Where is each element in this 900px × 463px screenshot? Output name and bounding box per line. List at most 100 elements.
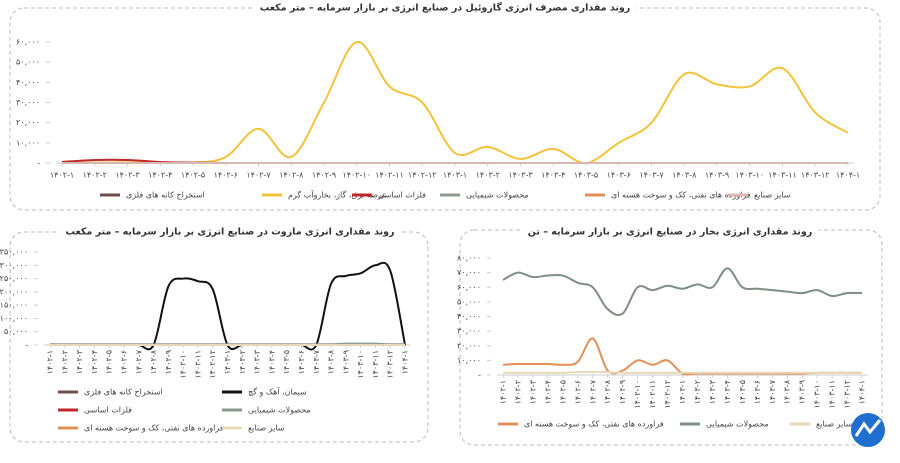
x-tick-label: ۱۴۰۳-۱۰: [735, 171, 764, 180]
legend-label: سایر صنایع: [754, 191, 791, 200]
x-tick-label: ۱۴۰۳-۱۱: [371, 350, 380, 379]
y-tick-label: ۴۰,۰۰۰: [16, 78, 40, 87]
y-tick-label: ۵۰,۰۰۰: [4, 327, 28, 336]
legend-label: عرضه برق، گاز، بخاروآب گرم: [288, 190, 387, 200]
y-tick-label: ۳۰,۰۰۰: [16, 98, 40, 107]
x-tick-label: ۱۴۰۳-۴: [723, 380, 732, 404]
panel: [9, 7, 881, 211]
chart-title: روند مقداری انرژی بخار در صنایع انرژی بر…: [528, 227, 812, 238]
x-tick-label: ۱۴۰۳-۱: [678, 380, 687, 404]
x-tick-label: ۱۴۰۲-۱: [50, 171, 74, 180]
x-tick-label: ۱۴۰۲-۶: [119, 350, 128, 374]
y-tick-label: ۸۰,۰۰۰: [457, 254, 481, 263]
x-tick-label: ۱۴۰۲-۱۱: [375, 171, 404, 180]
legend-label: سایر صنایع: [248, 424, 285, 433]
x-tick-label: ۱۴۰۲-۱: [46, 350, 55, 374]
x-tick-label: ۱۴۰۲-۱۲: [208, 350, 217, 379]
x-tick-label: ۱۴۰۲-۱۰: [633, 380, 642, 409]
x-tick-label: ۱۴۰۳-۵: [738, 380, 747, 404]
x-tick-label: ۱۴۰۲-۸: [279, 171, 304, 180]
legend-label: محصولات شیمیایی: [248, 406, 311, 415]
x-tick-label: ۱۴۰۲-۸: [149, 349, 158, 374]
x-tick-label: ۱۴۰۳-۳: [508, 171, 533, 180]
y-tick-label: ۳۰,۰۰۰: [457, 327, 481, 336]
y-tick-label: ۱۰,۰۰۰: [16, 138, 40, 147]
legend-label: فراورده های نفتی، کک و سوخت هسته ای: [524, 420, 664, 429]
title-background: [521, 226, 819, 238]
x-tick-label: ۱۴۰۲-۳: [528, 379, 537, 404]
y-tick-label: ۶۰,۰۰۰: [16, 38, 40, 47]
x-tick-label: ۱۴۰۳-۹: [798, 380, 807, 404]
x-tick-label: ۱۴۰۳-۸: [783, 379, 792, 404]
y-tick-label: -: [37, 159, 40, 168]
y-tick-label: ۲۰۰,۰۰۰: [0, 287, 28, 296]
legend-label: فلزات اساسی: [84, 406, 132, 415]
series-line: [502, 337, 862, 376]
series-line: [49, 261, 406, 351]
x-tick-label: ۱۴۰۲-۱۰: [342, 171, 371, 180]
x-tick-label: ۱۴۰۲-۱۱: [193, 350, 202, 379]
x-tick-label: ۱۴۰۲-۶: [573, 380, 582, 404]
x-tick-label: ۱۴۰۲-۲: [60, 350, 69, 374]
x-tick-label: ۱۴۰۲-۵: [105, 350, 114, 374]
series-line: [502, 267, 863, 317]
legend-label: سیمان، آهک و گچ: [248, 387, 307, 397]
y-tick-label: ۱۵۰,۰۰۰: [0, 301, 28, 310]
x-tick-label: ۱۴۰۲-۹: [618, 380, 627, 404]
y-tick-label: ۱۰,۰۰۰: [457, 356, 481, 365]
title-background: [59, 226, 401, 238]
x-tick-label: ۱۴۰۲-۴: [90, 350, 99, 374]
legend-label: سایر صنایع: [816, 420, 853, 429]
x-tick-label: ۱۴۰۲-۵: [181, 171, 205, 180]
y-tick-label: ۶۰,۰۰۰: [457, 283, 481, 292]
x-tick-label: ۱۴۰۳-۱۲: [801, 171, 830, 180]
x-tick-label: ۱۴۰۳-۶: [297, 350, 306, 374]
y-tick-label: ۴۰,۰۰۰: [457, 312, 481, 321]
x-tick-label: ۱۴۰۲-۷: [134, 349, 143, 374]
legend-label: محصولات شیمیایی: [466, 191, 529, 200]
x-tick-label: ۱۴۰۳-۲: [693, 380, 702, 404]
x-tick-label: ۱۴۰۳-۳: [708, 379, 717, 404]
y-tick-label: ۷۰,۰۰۰: [457, 268, 481, 277]
x-tick-label: ۱۴۰۲-۴: [148, 171, 172, 180]
x-tick-label: ۱۴۰۳-۷: [312, 349, 321, 374]
x-tick-label: ۱۴۰۳-۱۱: [768, 171, 797, 180]
x-tick-label: ۱۴۰۲-۹: [312, 171, 336, 180]
series-line: [503, 371, 862, 374]
x-tick-label: ۱۴۰۲-۱۰: [179, 350, 188, 379]
x-tick-label: ۱۴۰۳-۸: [327, 349, 336, 374]
x-tick-label: ۱۴۰۲-۶: [214, 171, 238, 180]
y-tick-label: ۲۰,۰۰۰: [16, 118, 40, 127]
legend-label: استخراج کانه های فلزی: [126, 191, 205, 200]
x-tick-label: ۱۴۰۲-۲: [83, 171, 107, 180]
x-tick-label: ۱۴۰۳-۵: [282, 350, 291, 374]
y-tick-label: ۲۵۰,۰۰۰: [0, 274, 28, 283]
legend-label: فراورده های نفتی، کک و سوخت هسته ای: [84, 424, 224, 433]
x-tick-label: ۱۴۰۴-۱: [836, 171, 860, 180]
y-tick-label: ۵۰,۰۰۰: [457, 297, 481, 306]
x-tick-label: ۱۴۰۳-۹: [341, 350, 350, 374]
x-tick-label: ۱۴۰۲-۲: [513, 380, 522, 404]
legend-label: فراورده های نفتی، کک و سوخت هسته ای: [611, 191, 751, 200]
legend-label: استخراج کانه های فلزی: [84, 388, 163, 397]
x-tick-label: ۱۴۰۲-۳: [75, 349, 84, 374]
x-tick-label: ۱۴۰۴-۱: [401, 350, 410, 374]
chart-title: روند مقداری مصرف انرژی گازوئیل در صنایع …: [260, 2, 631, 14]
x-tick-label: ۱۴۰۲-۷: [246, 171, 271, 180]
x-tick-label: ۱۴۰۳-۱: [443, 171, 467, 180]
x-tick-label: ۱۴۰۲-۸: [603, 379, 612, 404]
title-background: [253, 1, 637, 14]
y-tick-label: -: [478, 371, 481, 380]
x-tick-label: ۱۴۰۳-۶: [753, 380, 762, 404]
x-tick-label: ۱۴۰۲-۴: [543, 380, 552, 404]
x-tick-label: ۱۴۰۳-۱۰: [813, 380, 822, 409]
y-tick-label: ۵۰,۰۰۰: [16, 58, 40, 67]
x-tick-label: ۱۴۰۲-۱۱: [648, 380, 657, 409]
x-tick-label: ۱۴۰۳-۷: [639, 171, 664, 180]
x-tick-label: ۱۴۰۳-۶: [607, 171, 631, 180]
y-tick-label: ۳۰۰,۰۰۰: [0, 261, 28, 270]
x-tick-label: ۱۴۰۳-۲: [476, 171, 500, 180]
y-tick-label: ۳۵۰,۰۰۰: [0, 248, 28, 257]
x-tick-label: ۱۴۰۳-۱۲: [843, 380, 852, 409]
